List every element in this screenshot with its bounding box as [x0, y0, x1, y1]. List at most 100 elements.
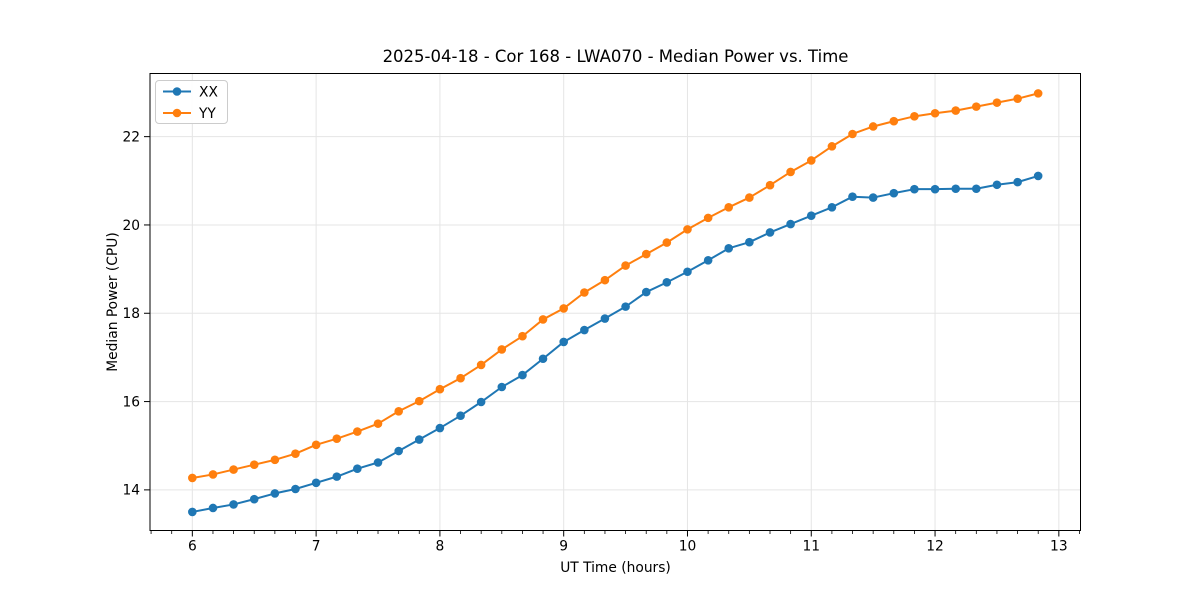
- data-point-XX: [703, 255, 713, 265]
- data-point-XX: [868, 193, 878, 202]
- x-tick-label: 10: [679, 539, 697, 555]
- data-point-XX: [538, 354, 548, 364]
- data-point-YY: [270, 455, 280, 465]
- series-YY: [188, 89, 1043, 483]
- legend-label: XX: [199, 84, 218, 100]
- data-point-YY: [806, 156, 816, 165]
- data-point-XX: [497, 382, 507, 392]
- data-point-YY: [786, 167, 795, 177]
- data-point-YY: [311, 440, 321, 450]
- data-point-YY: [951, 106, 961, 115]
- data-point-YY: [414, 396, 424, 406]
- x-tick-label: 9: [559, 539, 568, 555]
- data-point-XX: [848, 192, 857, 201]
- legend-item-XX: XX: [163, 84, 218, 100]
- series-line-YY: [192, 92, 1039, 479]
- x-minor-ticks: [150, 530, 1080, 534]
- data-point-YY: [662, 238, 672, 247]
- series-line-XX: [192, 174, 1039, 513]
- x-axis-label: UT Time (hours): [560, 560, 671, 576]
- data-point-YY: [373, 419, 383, 428]
- data-point-YY: [538, 315, 548, 324]
- x-tick-label: 11: [802, 539, 820, 555]
- data-point-YY: [910, 112, 919, 121]
- data-point-XX: [1033, 171, 1043, 181]
- data-point-XX: [889, 188, 899, 198]
- data-point-YY: [208, 470, 218, 479]
- data-point-YY: [827, 142, 837, 151]
- y-axis: 14 16 18 20 22: [122, 129, 150, 499]
- x-tick-label: 12: [926, 539, 944, 555]
- data-point-YY: [724, 202, 733, 212]
- data-point-XX: [249, 494, 259, 504]
- data-point-XX: [662, 278, 672, 287]
- legend-item-YY: YY: [163, 106, 216, 122]
- data-point-YY: [621, 261, 630, 270]
- y-tick-label: 16: [122, 394, 140, 410]
- data-point-YY: [518, 331, 527, 341]
- data-point-XX: [1013, 177, 1022, 187]
- data-point-YY: [332, 434, 342, 443]
- data-point-YY: [456, 373, 465, 383]
- data-point-YY: [930, 108, 940, 118]
- data-point-YY: [683, 225, 692, 234]
- data-point-YY: [848, 129, 857, 139]
- data-point-YY: [559, 304, 568, 313]
- data-point-YY: [992, 98, 1002, 107]
- data-point-XX: [373, 458, 383, 467]
- data-point-XX: [435, 423, 445, 433]
- legend-marker: [172, 87, 182, 96]
- y-tick-label: 18: [122, 306, 140, 322]
- data-point-YY: [394, 406, 403, 416]
- legend: XX YY: [155, 80, 228, 124]
- data-point-YY: [641, 249, 651, 259]
- data-point-XX: [353, 464, 362, 473]
- data-point-XX: [683, 267, 692, 277]
- data-point-XX: [786, 219, 795, 229]
- data-point-YY: [745, 193, 754, 202]
- data-point-XX: [971, 184, 981, 194]
- legend-label: YY: [198, 106, 216, 122]
- data-point-XX: [806, 211, 816, 220]
- data-point-YY: [353, 427, 362, 436]
- data-point-YY: [703, 213, 713, 223]
- plot-spines: [149, 73, 1081, 531]
- data-point-YY: [600, 275, 610, 285]
- y-tick-label: 22: [122, 129, 140, 145]
- data-point-YY: [229, 465, 238, 474]
- data-point-XX: [765, 228, 775, 237]
- data-point-YY: [249, 460, 259, 470]
- chart-title: 2025-04-18 - Cor 168 - LWA070 - Median P…: [382, 47, 849, 66]
- data-point-YY: [765, 180, 775, 190]
- gridlines: [150, 73, 1081, 531]
- data-point-YY: [971, 102, 981, 111]
- data-point-YY: [1013, 94, 1022, 103]
- data-point-XX: [270, 489, 280, 498]
- y-tick-label: 14: [122, 483, 140, 499]
- data-point-XX: [476, 397, 486, 407]
- data-point-XX: [580, 325, 589, 335]
- data-point-XX: [745, 237, 754, 247]
- data-point-XX: [827, 202, 837, 212]
- data-point-XX: [951, 184, 961, 194]
- data-point-YY: [868, 122, 878, 131]
- x-tick-label: 13: [1050, 539, 1068, 555]
- data-point-XX: [621, 302, 630, 311]
- data-point-XX: [188, 507, 197, 517]
- data-point-XX: [559, 337, 568, 347]
- data-point-YY: [1033, 89, 1043, 98]
- data-point-XX: [518, 370, 527, 380]
- data-point-XX: [291, 484, 300, 494]
- data-point-XX: [600, 314, 610, 323]
- x-tick-label: 7: [312, 539, 321, 555]
- x-tick-label: 8: [436, 539, 445, 555]
- data-point-YY: [435, 384, 445, 394]
- data-point-YY: [476, 360, 486, 370]
- data-point-XX: [311, 478, 321, 488]
- data-point-YY: [580, 288, 589, 297]
- data-point-XX: [394, 446, 403, 456]
- series-XX: [188, 171, 1043, 517]
- data-point-YY: [497, 345, 507, 354]
